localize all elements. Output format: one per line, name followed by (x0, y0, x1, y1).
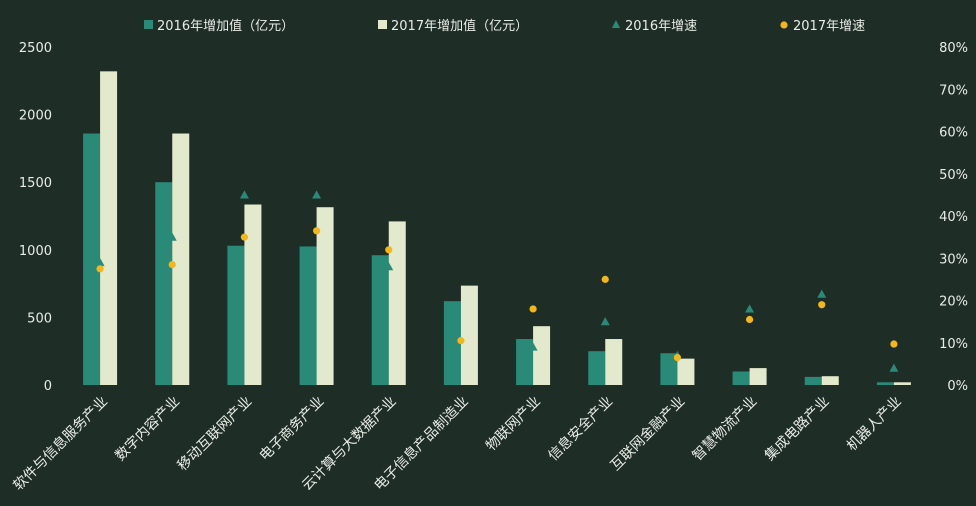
bar-2017 (821, 376, 839, 385)
growth-2017-point (818, 301, 826, 309)
bar-2016 (732, 371, 750, 385)
x-axis-category-label: 软件与信息服务产业 (10, 393, 111, 494)
x-axis-category-label: 数字内容产业 (112, 393, 183, 464)
y-axis-tick-label: 2500 (19, 41, 52, 56)
x-axis-category-label: 集成电路产业 (761, 393, 832, 464)
y2-axis-tick-label: 70% (939, 83, 968, 98)
x-axis-category-label: 物联网产业 (483, 394, 544, 455)
bar-2016 (516, 339, 534, 385)
growth-2016-point (95, 257, 105, 267)
x-axis-category-label: 信息安全产业 (545, 393, 616, 464)
bar-2017 (172, 133, 190, 385)
legend-swatch (612, 20, 620, 28)
x-axis-category-label: 移动互联网产业 (175, 394, 256, 475)
legend-label: 2016年增速 (625, 19, 697, 34)
x-axis-category-label: 互联网金融产业 (608, 394, 689, 475)
legend-swatch (144, 20, 153, 29)
bar-2016 (660, 353, 678, 385)
growth-2017-point (168, 260, 176, 269)
bar-2017 (605, 339, 623, 385)
growth-2017-point (529, 305, 537, 313)
growth-2016-point (239, 190, 249, 199)
growth-2017-point (96, 265, 104, 273)
bar-2016 (443, 301, 461, 385)
growth-2016-point (745, 304, 755, 313)
legend-label: 2016年增加值（亿元） (157, 18, 294, 34)
growth-2017-point (385, 246, 393, 254)
y2-axis-tick-label: 50% (939, 168, 968, 183)
y-axis-tick-label: 2000 (19, 109, 52, 124)
bar-2016 (588, 351, 606, 385)
bar-2016 (227, 245, 245, 385)
y-axis-tick-label: 500 (27, 311, 52, 326)
growth-2017-point (601, 275, 609, 283)
growth-2017-point (673, 353, 682, 362)
y2-axis-tick-label: 40% (939, 210, 968, 225)
growth-2016-point (600, 317, 610, 326)
x-axis-category-label: 电子商务产业 (257, 394, 328, 465)
bar-2017 (100, 71, 118, 385)
bar-2016 (83, 133, 101, 385)
bar-2017 (893, 382, 911, 385)
bar-2016 (299, 246, 317, 385)
bar-2017 (316, 207, 334, 385)
growth-2016-point (167, 232, 177, 241)
bar-2017 (388, 221, 406, 385)
growth-2016-point (817, 289, 827, 298)
bar-2016 (155, 182, 173, 385)
growth-2017-point (745, 315, 754, 324)
legend-label: 2017年增速 (793, 19, 865, 34)
bar-2017 (244, 204, 262, 385)
growth-2016-point (312, 190, 322, 199)
x-axis-category-label: 智慧物流产业 (690, 394, 761, 465)
growth-2016-point (528, 342, 538, 351)
bar-2017 (677, 358, 695, 385)
y2-axis-tick-label: 20% (939, 295, 968, 310)
bar-2017 (533, 326, 551, 385)
y2-axis-tick-label: 30% (939, 252, 968, 267)
y2-axis-tick-label: 60% (939, 126, 968, 141)
bar-2016 (371, 255, 389, 385)
y-axis-tick-label: 1500 (19, 176, 52, 191)
legend-swatch (780, 21, 788, 29)
y2-axis-tick-label: 10% (939, 337, 968, 352)
y-axis-tick-label: 1000 (19, 244, 52, 259)
growth-2016-point (384, 262, 394, 271)
bar-2017 (460, 285, 478, 385)
y2-axis-tick-label: 0% (947, 379, 968, 394)
legend-label: 2017年增加值（亿元） (391, 18, 528, 34)
x-axis-category-label: 机器人产业 (844, 394, 905, 455)
bar-2016 (804, 376, 822, 385)
y2-axis-tick-label: 80% (939, 41, 968, 56)
growth-2017-point (240, 233, 249, 241)
bar-2017 (749, 368, 767, 385)
y-axis-tick-label: 0 (44, 379, 52, 394)
growth-2016-point (889, 363, 899, 372)
growth-2017-point (457, 337, 465, 345)
bar-2016 (876, 382, 894, 385)
growth-2017-point (312, 227, 321, 235)
legend-swatch (378, 20, 387, 29)
growth-2017-point (890, 340, 898, 348)
